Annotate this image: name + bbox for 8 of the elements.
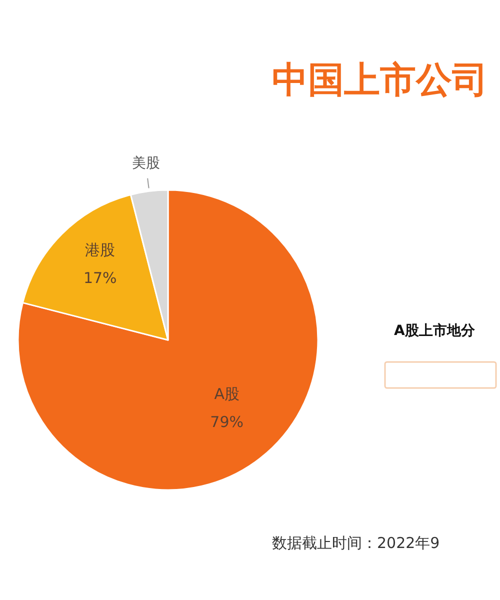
slice-label: A股 [214,384,240,403]
text: A股上市地分 [394,322,476,339]
slice-label: 港股 [85,241,116,260]
text: 数据截止时间：2022年9 [272,534,440,552]
chart-title: 中国上市公司 [272,60,488,101]
data-label: 17% [83,269,117,288]
slice-label: 美股 [132,155,160,172]
data-label: 79% [210,412,244,431]
